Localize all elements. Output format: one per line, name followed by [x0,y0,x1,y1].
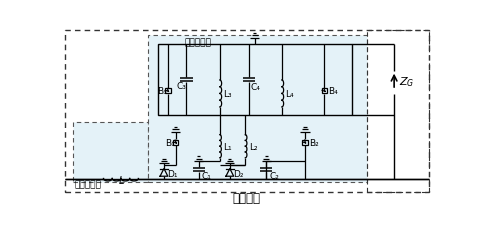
Text: B₂: B₂ [309,138,318,147]
Text: D₂: D₂ [233,170,244,179]
Bar [165,89,170,94]
Bar [173,140,178,145]
Text: 物理边界: 物理边界 [233,191,261,204]
Text: C₂: C₂ [269,171,279,180]
Bar [73,123,149,182]
Text: C₁: C₁ [202,171,212,180]
Text: B₄: B₄ [328,87,338,96]
Bar [302,140,308,145]
Text: L: L [118,175,124,185]
Bar [367,31,429,192]
Bar [149,35,367,182]
Text: B₁: B₁ [165,138,174,147]
Text: C₃: C₃ [176,82,186,91]
Text: L₂: L₂ [249,142,258,151]
Text: $Z_G$: $Z_G$ [399,75,414,88]
Text: L₃: L₃ [224,90,232,98]
Text: B₃: B₃ [157,87,167,96]
Text: L₄: L₄ [285,90,294,98]
Text: L₁: L₁ [224,142,232,151]
Text: 平波电抗器: 平波电抗器 [74,179,101,188]
Bar [158,45,352,115]
Bar [321,89,327,94]
Text: C₄: C₄ [251,83,261,92]
Text: 直流滤波器: 直流滤波器 [185,38,212,47]
Text: D₁: D₁ [167,170,178,179]
